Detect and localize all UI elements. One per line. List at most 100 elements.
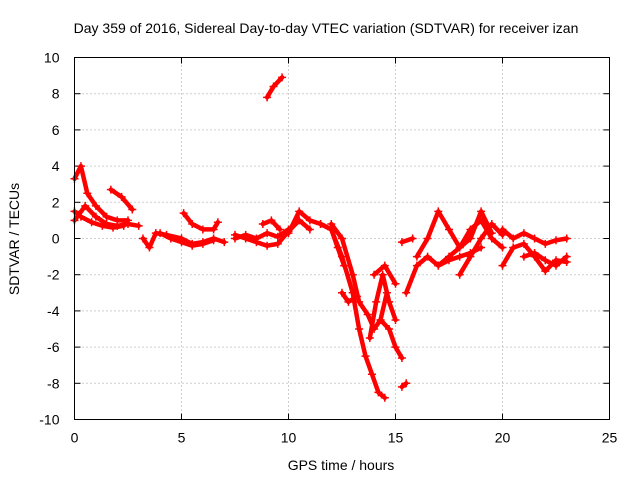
data-point bbox=[83, 189, 92, 198]
data-point bbox=[408, 234, 417, 243]
series-arc-20 bbox=[397, 234, 417, 247]
data-point bbox=[117, 192, 126, 201]
data-point bbox=[220, 238, 229, 247]
data-point bbox=[412, 252, 421, 261]
series-arc-7 bbox=[156, 229, 218, 250]
data-point bbox=[509, 243, 518, 252]
data-point bbox=[305, 216, 314, 225]
data-point bbox=[305, 225, 314, 234]
data-point bbox=[344, 297, 353, 306]
series-arc-11 bbox=[263, 73, 287, 102]
data-point bbox=[295, 207, 304, 216]
series-arc-6 bbox=[179, 209, 222, 234]
y-tick-label: -8 bbox=[47, 375, 60, 391]
series-arc-24 bbox=[455, 220, 507, 279]
data-point bbox=[477, 207, 486, 216]
data-point bbox=[98, 221, 107, 230]
data-point bbox=[519, 252, 528, 261]
data-point bbox=[498, 243, 507, 252]
data-point bbox=[213, 218, 222, 227]
data-point bbox=[91, 201, 100, 210]
data-point bbox=[124, 220, 132, 229]
series-arc-10 bbox=[258, 216, 284, 234]
series-line bbox=[181, 210, 221, 232]
data-point bbox=[477, 243, 486, 252]
data-point bbox=[76, 162, 85, 171]
data-point bbox=[273, 232, 282, 241]
data-point bbox=[102, 212, 111, 221]
x-tick-label: 25 bbox=[602, 430, 618, 446]
data-point bbox=[119, 221, 128, 230]
data-point bbox=[338, 234, 346, 243]
data-point bbox=[391, 279, 400, 288]
data-point bbox=[455, 243, 464, 252]
data-point bbox=[76, 212, 85, 221]
data-point bbox=[198, 225, 207, 234]
data-point bbox=[367, 370, 376, 379]
data-point bbox=[284, 229, 293, 238]
data-point bbox=[109, 223, 118, 232]
y-tick-label: -6 bbox=[47, 339, 60, 355]
data-point bbox=[263, 229, 272, 238]
data-point bbox=[402, 288, 411, 297]
data-point bbox=[145, 243, 154, 252]
data-point bbox=[541, 267, 550, 276]
data-point bbox=[552, 236, 560, 245]
series-line bbox=[378, 317, 405, 361]
data-point bbox=[338, 252, 346, 261]
y-tick-label: -10 bbox=[39, 412, 59, 428]
data-point bbox=[275, 225, 284, 234]
y-tick-label: 8 bbox=[52, 86, 60, 102]
data-point bbox=[188, 241, 197, 250]
data-point bbox=[477, 234, 486, 243]
data-point bbox=[541, 256, 550, 265]
y-tick-label: 0 bbox=[52, 231, 60, 247]
series-arc-13 bbox=[316, 220, 389, 402]
y-tick-label: 10 bbox=[44, 50, 60, 66]
data-point bbox=[338, 288, 346, 297]
data-point bbox=[519, 229, 528, 238]
data-point bbox=[385, 297, 394, 306]
data-point bbox=[530, 248, 539, 257]
data-point bbox=[455, 270, 464, 279]
data-point bbox=[177, 238, 186, 247]
series-arc-19 bbox=[397, 379, 411, 391]
data-point bbox=[258, 220, 267, 229]
data-point bbox=[128, 205, 137, 214]
data-point bbox=[385, 325, 394, 333]
data-point bbox=[412, 261, 421, 270]
series-line bbox=[264, 75, 285, 100]
data-point bbox=[541, 239, 550, 248]
data-point bbox=[209, 225, 218, 234]
data-point bbox=[434, 261, 443, 270]
data-point bbox=[372, 297, 381, 306]
data-point bbox=[397, 353, 406, 362]
series-arc-17 bbox=[376, 315, 406, 362]
y-tick-label: 4 bbox=[52, 158, 60, 174]
data-point bbox=[263, 241, 272, 250]
data-point bbox=[380, 393, 389, 402]
series-arc-27 bbox=[519, 248, 571, 270]
series-arc-4 bbox=[106, 185, 137, 214]
data-series bbox=[70, 73, 571, 402]
series-arc-23 bbox=[434, 216, 507, 270]
y-axis-label: SDTVAR / TECUs bbox=[6, 183, 22, 295]
data-point bbox=[530, 234, 539, 243]
series-arc-25 bbox=[498, 239, 571, 276]
y-tick-label: -4 bbox=[47, 303, 60, 319]
data-point bbox=[231, 234, 239, 243]
data-point bbox=[423, 252, 432, 261]
data-point bbox=[397, 238, 406, 247]
series-arc-15 bbox=[338, 288, 361, 306]
y-tick-labels: -10 -8 -6 -4 -2 0 2 4 6 8 10 bbox=[39, 50, 59, 428]
series-line bbox=[329, 221, 390, 332]
y-tick-label: 2 bbox=[52, 194, 60, 210]
data-point bbox=[562, 252, 571, 261]
data-point bbox=[209, 236, 218, 245]
data-point bbox=[402, 379, 411, 388]
data-point bbox=[391, 315, 400, 324]
x-axis-label: GPS time / hours bbox=[288, 457, 395, 473]
data-point bbox=[509, 234, 518, 243]
data-point bbox=[365, 334, 374, 343]
